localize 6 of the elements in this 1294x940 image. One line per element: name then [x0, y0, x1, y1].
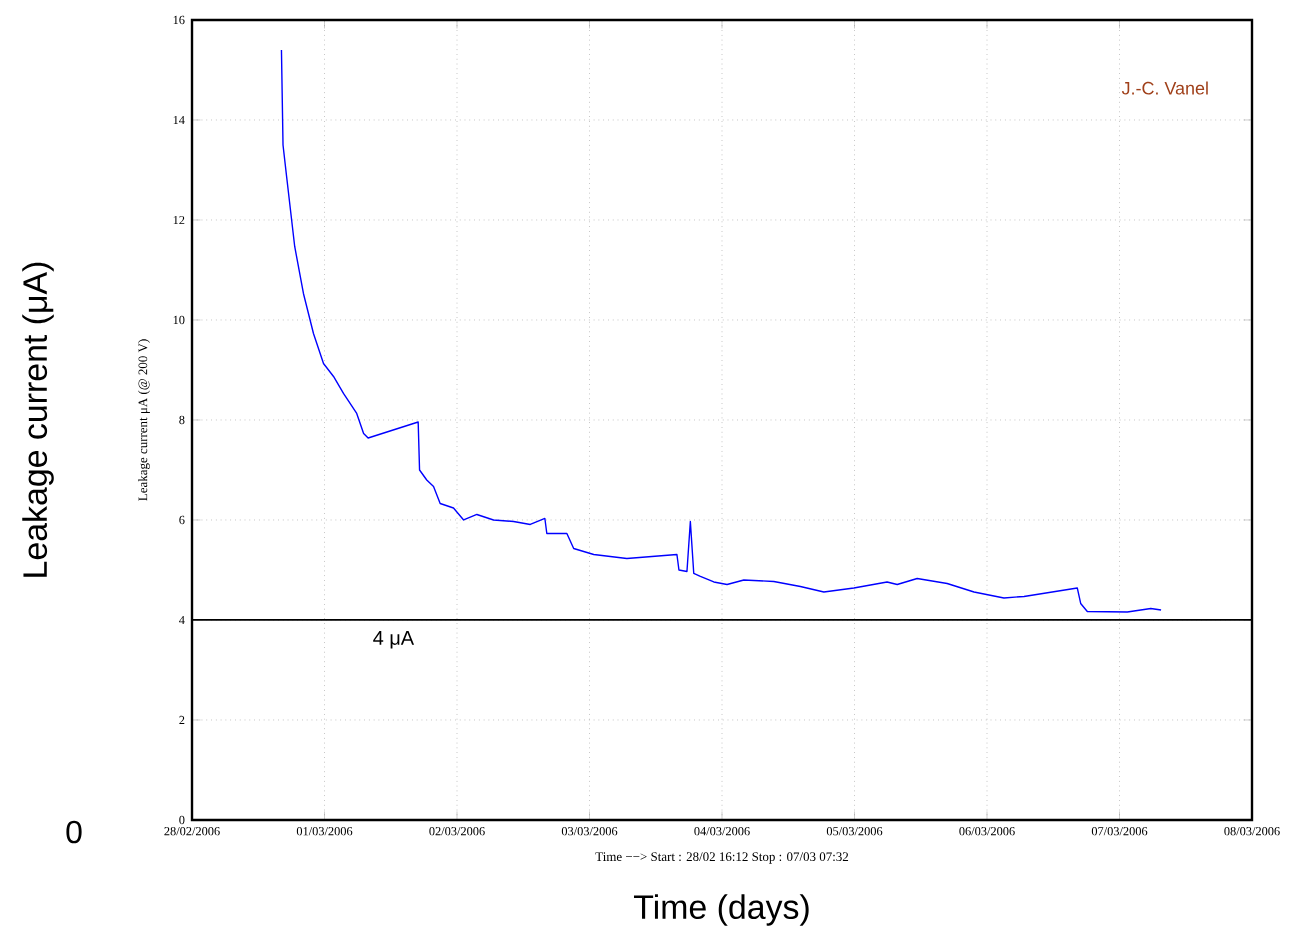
x-axis-title: Time (days) — [633, 894, 809, 926]
line-series — [280, 49, 1162, 613]
text: 0 — [66, 820, 82, 844]
annotation: J.-C. Vanel — [1121, 81, 1208, 95]
y-axis-title: Leakage current (μA) — [22, 262, 54, 577]
ref-line-label: 4 μA — [373, 631, 415, 649]
